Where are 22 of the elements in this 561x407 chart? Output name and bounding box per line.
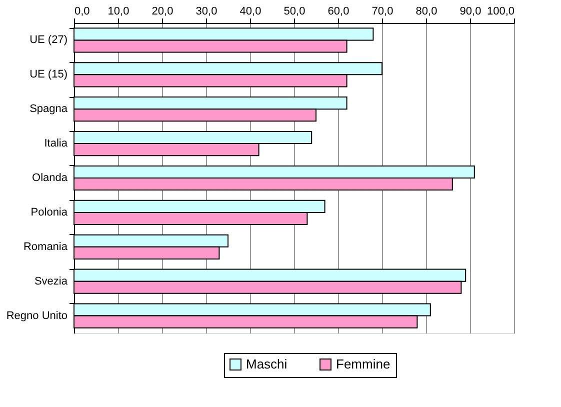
y-tick-label: Olanda — [32, 172, 68, 184]
x-tick-label: 20,0 — [152, 6, 174, 18]
y-tick-label: Romania — [23, 240, 68, 253]
x-tick-label: 50,0 — [284, 6, 306, 18]
x-tick-label: 90,0 — [460, 6, 482, 18]
legend-label: Maschi — [246, 356, 288, 372]
y-tick-label: Svezia — [34, 275, 68, 288]
x-tick-label: 60,0 — [328, 6, 350, 18]
x-tick-label: 0,0 — [74, 6, 90, 18]
x-tick-label: 40,0 — [240, 6, 262, 18]
legend-label: Femmine — [336, 356, 390, 372]
y-tick-label: Italia — [44, 138, 68, 150]
x-tick-label: 70,0 — [372, 6, 394, 18]
x-tick-label: 30,0 — [196, 6, 218, 18]
x-tick-label: 100,0 — [486, 6, 514, 18]
y-tick-label: Spagna — [30, 103, 68, 116]
y-tick-label: Polonia — [30, 206, 68, 218]
y-tick-label: UE (15) — [30, 68, 68, 81]
x-tick-label: 10,0 — [108, 6, 130, 18]
y-tick-label: UE (27) — [30, 34, 68, 46]
y-tick-label: Regno Unito — [6, 310, 68, 322]
x-tick-label: 80,0 — [416, 6, 438, 18]
